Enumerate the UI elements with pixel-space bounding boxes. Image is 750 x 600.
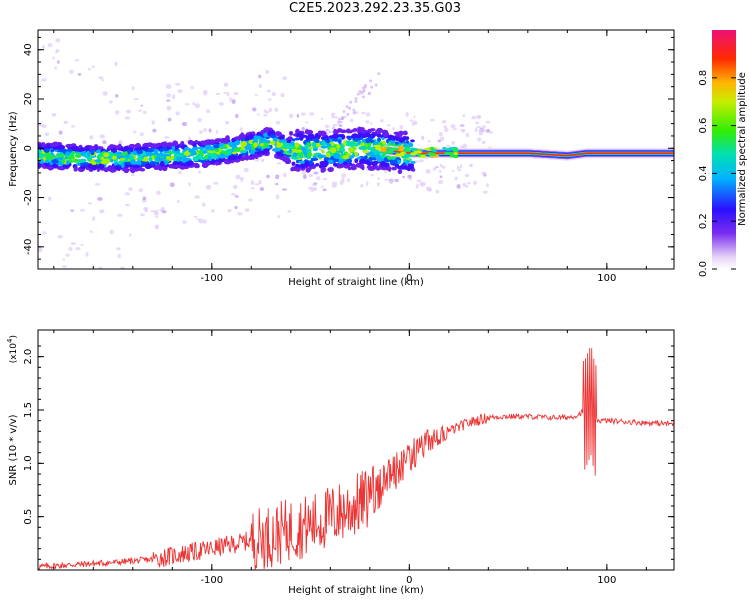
snr-ytick-label: 1.5 <box>23 402 34 418</box>
snr-xtick-label: -100 <box>200 575 223 586</box>
colorbar-tick-label: 0.4 <box>698 165 709 181</box>
snr-ytick-label: 1.0 <box>23 455 34 471</box>
colorbar-tick-label: 0.0 <box>698 261 709 277</box>
snr-series-line <box>38 348 674 570</box>
spectrogram-xlabel: Height of straight line (km) <box>288 277 424 288</box>
spectrogram-ylabel: Frequency (Hz) <box>8 111 19 187</box>
spectrogram-xtick-label: 100 <box>597 273 616 284</box>
snr-ylabel: SNR (10 * v/v) <box>8 414 19 485</box>
colorbar-label: Normalized spectral amplitude <box>737 72 748 226</box>
snr-frame <box>37 329 675 571</box>
snr-xtick-label: 100 <box>597 575 616 586</box>
colorbar <box>712 30 736 269</box>
snr-ytick-label: 0.5 <box>23 509 34 525</box>
snr-xlabel: Height of straight line (km) <box>288 585 424 596</box>
snr-multiplier: (x104) <box>6 335 19 363</box>
spectrogram-chart: -100 0 100 -40 -20 0 20 40 Height of straight l… <box>8 29 748 288</box>
spectrogram-frame <box>37 29 675 270</box>
spectrogram-ytick-label: -40 <box>23 239 34 255</box>
spectrogram-ytick-label: 20 <box>23 93 34 106</box>
colorbar-tick-label: 0.8 <box>698 70 709 86</box>
spectrogram-xtick-label: 0 <box>406 273 412 284</box>
colorbar-tick-label: 0.6 <box>698 118 709 134</box>
snr-chart: -100 0 100 0.5 1.0 1.5 2.0 Height of straight … <box>6 329 675 596</box>
snr-ytick-label: 2.0 <box>23 349 34 365</box>
colorbar-tick-label: 0.2 <box>698 213 709 229</box>
snr-xtick-label: 0 <box>406 575 412 586</box>
spectrogram-ytick-label: 0 <box>23 145 34 151</box>
spectrogram-xtick-label: -100 <box>200 273 223 284</box>
spectrogram-ytick-label: -20 <box>23 189 34 205</box>
spectrogram-ytick-label: 40 <box>23 43 34 56</box>
page-title: C2E5.2023.292.23.35.G03 <box>288 1 462 16</box>
